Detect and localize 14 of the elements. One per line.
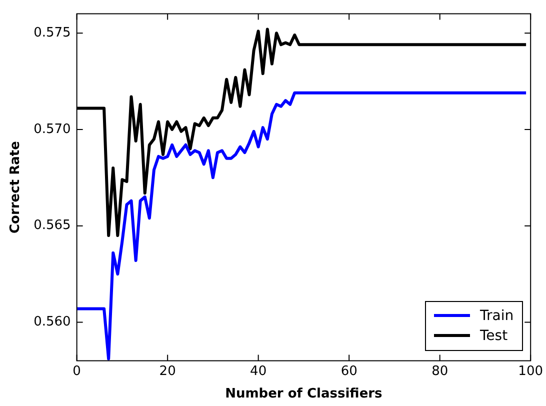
y-tick-label: 0.565 [34,218,71,234]
x-tick-label: 60 [340,364,358,379]
y-tick-label: 0.560 [34,314,71,330]
x-tick-label: 0 [72,364,81,379]
x-tick-label: 40 [250,364,267,379]
y-tick-label: 0.570 [34,122,71,137]
legend-label: Test [480,326,508,346]
y-tick-label: 0.575 [34,25,71,40]
x-tick-label: 80 [432,364,448,379]
legend-label: Train [480,306,514,326]
x-axis-title: Number of Classifiers [225,386,383,402]
x-tick-label: 100 [518,364,544,379]
y-axis-title: Correct Rate [8,140,24,234]
x-tick-label: 20 [159,364,176,379]
